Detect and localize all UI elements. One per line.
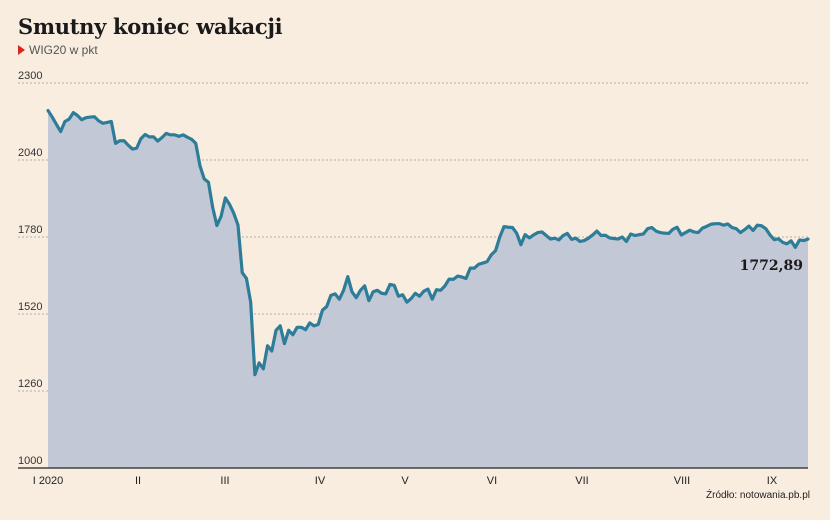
x-tick-label: VII	[575, 475, 588, 487]
x-tick-label: II	[135, 475, 141, 487]
chart-title: Smutny koniec wakacji	[18, 14, 283, 39]
x-tick-label: VI	[487, 475, 497, 487]
x-tick-label: VIII	[674, 475, 691, 487]
y-tick-label: 1000	[18, 455, 42, 467]
subtitle-text: WIG20 w pkt	[29, 43, 98, 57]
source-note: Źródło: notowania.pb.pl	[706, 490, 810, 501]
y-tick-label: 1260	[18, 378, 42, 390]
x-tick-label: IX	[767, 475, 778, 487]
x-tick-label: IV	[315, 475, 326, 487]
y-tick-label: 2040	[18, 147, 42, 159]
y-tick-label: 2300	[18, 70, 42, 82]
series-line	[46, 108, 810, 377]
last-value-label: 1772,89	[740, 258, 803, 274]
x-tick-label: V	[401, 475, 409, 487]
y-tick-label: 1520	[18, 301, 42, 313]
x-tick-label: I 2020	[33, 475, 64, 487]
chart-subtitle: WIG20 w pkt	[18, 43, 98, 57]
red-triangle-icon	[18, 45, 25, 55]
x-tick-label: III	[220, 475, 229, 487]
y-tick-label: 1780	[18, 224, 42, 236]
